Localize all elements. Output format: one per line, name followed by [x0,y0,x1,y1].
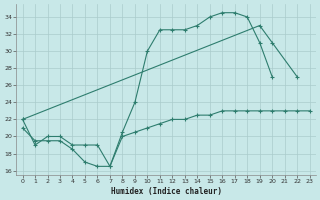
X-axis label: Humidex (Indice chaleur): Humidex (Indice chaleur) [111,187,221,196]
